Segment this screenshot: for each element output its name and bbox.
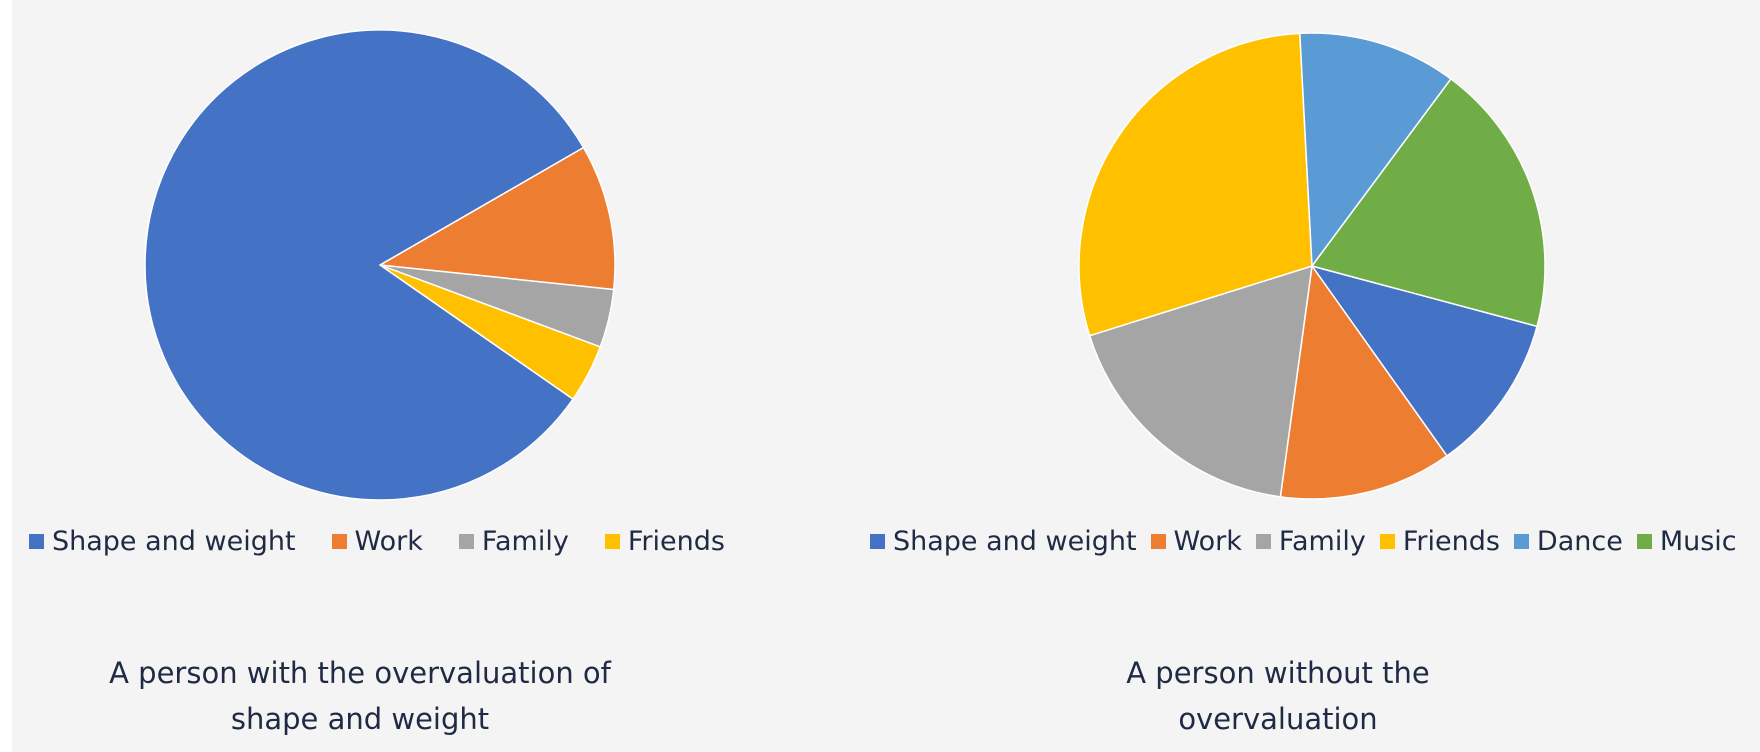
legend-swatch [1255, 534, 1271, 549]
caption-line-2: shape and weight [230, 702, 490, 736]
legend-item-dance: Dance [1513, 526, 1623, 557]
pie2-slice-music [1310, 77, 1546, 328]
legend-swatch [331, 534, 347, 549]
pie2-slice-work [1279, 264, 1449, 500]
legend-label: Work [1173, 526, 1242, 557]
caption-line-2: of shape and weight [1028, 742, 1528, 752]
pie1-slice-shape-and-weight [144, 29, 585, 501]
legend-item-family: Family [458, 526, 569, 557]
caption-chart-1: A person with the overvaluation of shape… [60, 650, 660, 742]
caption-line-1: A person with the overvaluation of [109, 656, 611, 690]
caption-line-1: A person without the overvaluation [1126, 656, 1430, 736]
legend-swatch [458, 534, 474, 549]
legend-label: Music [1659, 526, 1737, 557]
legend-label: Friends [627, 526, 725, 557]
pie2-slice-friends [1078, 32, 1313, 337]
legend-swatch [29, 534, 44, 549]
figure-canvas: Shape and weight Work Family Friends Shape … [12, 0, 1760, 752]
legend-swatch [870, 534, 885, 549]
legend-item-friends: Friends [1379, 526, 1500, 557]
legend-swatch [1636, 534, 1652, 549]
caption-chart-2: A person without the overvaluation of sh… [1028, 650, 1528, 752]
legend-item-family: Family [1255, 526, 1366, 557]
legend-label: Family [481, 526, 569, 557]
legend-item-work: Work [331, 526, 423, 557]
legend-chart-1: Shape and weight Work Family Friends [29, 526, 725, 557]
pie1-slice-work [377, 146, 616, 291]
legend-label: Friends [1402, 526, 1500, 557]
pie-charts-svg [144, 29, 1546, 501]
pie2-slice-dance [1299, 32, 1452, 269]
legend-item-music: Music [1636, 526, 1737, 557]
legend-label: Shape and weight [893, 526, 1137, 557]
legend-label: Work [354, 526, 423, 557]
pie2-slice-family [1088, 264, 1313, 498]
legend-label: Family [1278, 526, 1366, 557]
legend-label: Shape and weight [52, 526, 296, 557]
legend-label: Dance [1536, 526, 1623, 557]
legend-swatch [1379, 534, 1395, 549]
legend-item-shape-and-weight: Shape and weight [29, 526, 296, 557]
legend-swatch [604, 534, 620, 549]
legend-swatch [1513, 534, 1529, 549]
legend-item-work: Work [1150, 526, 1242, 557]
legend-item-friends: Friends [604, 526, 725, 557]
pie2-slice-shape-and-weight [1310, 264, 1538, 457]
legend-item-shape-and-weight: Shape and weight [870, 526, 1137, 557]
legend-chart-2: Shape and weight Work Family Friends Dance Mu… [870, 526, 1737, 557]
legend-swatch [1150, 534, 1166, 549]
